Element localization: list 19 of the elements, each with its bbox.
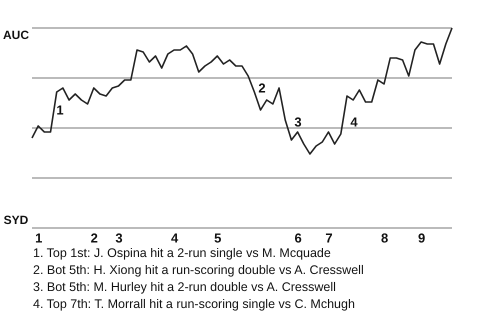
x-tick-label: 5 [214, 230, 222, 246]
text: 1. Top 1st: J. Ospina hit a 2-run single vs M. Mcquade [33, 245, 332, 262]
text: 4. Top 7th: T. Morrall hit a run-scoring single vs C. Mchugh [33, 296, 356, 313]
text: 3. Bot 5th: M. Hurley hit a 2-run double vs A. Cresswell [33, 279, 337, 296]
annotation: 2 [258, 80, 266, 96]
annotation: 4 [350, 114, 358, 130]
annotation: 3 [294, 114, 302, 130]
x-tick-label: 4 [170, 230, 179, 246]
text: AUC [3, 28, 29, 42]
text: SYD [4, 213, 28, 227]
x-tick-label: 3 [115, 230, 123, 246]
x-tick-label: 2 [90, 230, 98, 246]
x-tick-label: 6 [294, 230, 302, 246]
annotation: 1 [56, 102, 64, 118]
x-tick-label: 8 [380, 230, 388, 246]
x-tick-label: 7 [325, 230, 333, 246]
x-tick-label: 9 [418, 230, 426, 246]
x-tick-label: 1 [35, 230, 42, 246]
text: 2. Bot 5th: H. Xiong hit a run-scoring double vs A. Cresswell [33, 262, 364, 279]
